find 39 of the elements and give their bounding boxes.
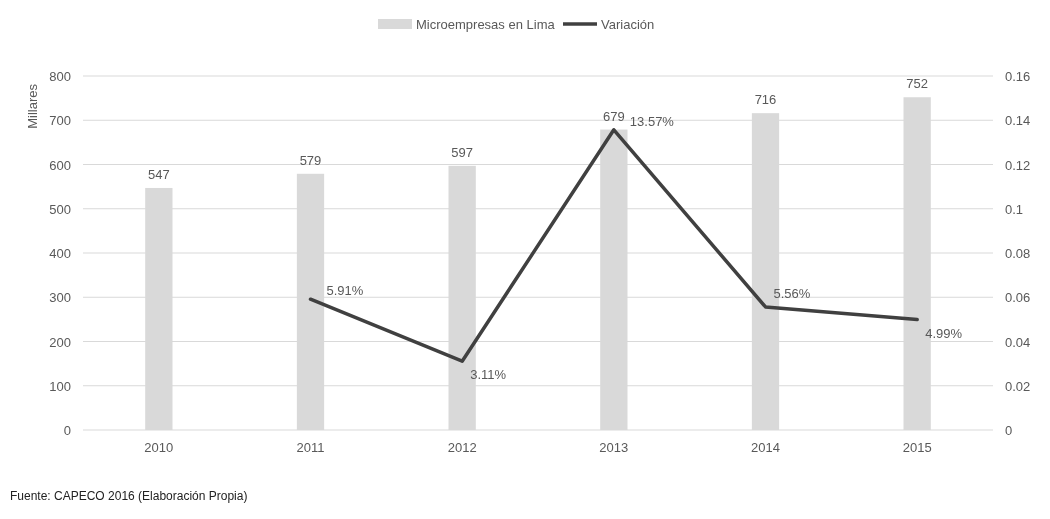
legend-label: Variación xyxy=(601,17,655,32)
y-tick-label: 800 xyxy=(49,69,71,84)
data-label: 547 xyxy=(147,166,170,182)
y2-tick-label: 0 xyxy=(1005,423,1013,438)
y2-tick-label: 0.04 xyxy=(1005,334,1031,350)
data-label: 752 xyxy=(906,76,929,92)
x-tick-label: 2013 xyxy=(599,440,629,455)
y-tick-label: 100 xyxy=(49,378,71,394)
y2-tick-label: 0.02 xyxy=(1005,378,1031,394)
y2-tick-label: 0.14 xyxy=(1005,113,1031,129)
data-label: 579 xyxy=(299,152,322,168)
data-label: 5.91% xyxy=(326,283,364,299)
y2-tick-label: 0.12 xyxy=(1005,157,1031,173)
y2-tick-label: 0.1 xyxy=(1005,201,1024,217)
source-note: Fuente: CAPECO 2016 (Elaboración Propia) xyxy=(10,489,248,503)
y2-tick-label: 0.08 xyxy=(1005,246,1031,261)
data-label: 716 xyxy=(754,92,777,108)
y-tick-label: 300 xyxy=(49,290,71,306)
y-tick-label: 600 xyxy=(49,157,71,173)
y-axis-title: Millares xyxy=(25,83,40,129)
x-tick-label: 2014 xyxy=(751,440,780,455)
x-tick-label: 2010 xyxy=(144,440,174,455)
data-label: 4.99% xyxy=(925,325,963,341)
y-tick-label: 400 xyxy=(49,246,71,261)
legend-label: Microempresas en Lima xyxy=(416,17,556,32)
data-label: 679 xyxy=(602,108,625,124)
x-tick-label: 2015 xyxy=(902,440,932,455)
y2-tick-label: 0.06 xyxy=(1005,290,1031,306)
data-label: 13.57% xyxy=(629,113,675,129)
y-tick-label: 200 xyxy=(49,334,71,350)
y2-tick-label: 0.16 xyxy=(1005,69,1031,84)
y-tick-label: 500 xyxy=(49,201,71,217)
data-label: 5.56% xyxy=(773,285,811,301)
data-label: 597 xyxy=(451,144,474,160)
x-tick-label: 2011 xyxy=(296,440,325,455)
data-label: 3.11% xyxy=(470,367,507,383)
y-tick-label: 700 xyxy=(49,113,71,129)
y-tick-label: 0 xyxy=(63,423,71,438)
x-tick-label: 2012 xyxy=(447,440,477,455)
